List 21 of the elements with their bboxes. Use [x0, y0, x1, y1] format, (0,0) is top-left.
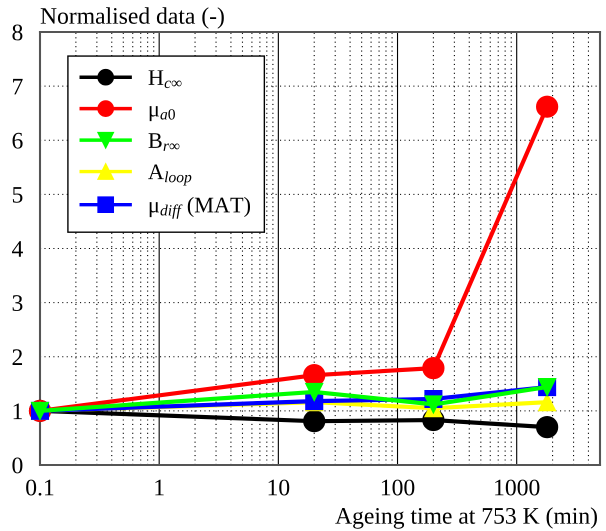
y-tick-label: 8	[12, 24, 22, 40]
y-axis-title: Normalised data (-)	[40, 7, 224, 29]
x-tick-label: 10	[268, 480, 290, 496]
y-tick-label: 6	[12, 132, 23, 149]
y-tick-label: 0	[12, 457, 22, 474]
legend-label: B$_{r∞}$	[148, 133, 180, 151]
x-tick-label: 1000	[495, 480, 540, 496]
y-tick-label: 2	[12, 349, 22, 365]
y-tick-label: 4	[12, 241, 23, 257]
y-tick-label: 5	[12, 187, 22, 203]
y-tick-label: 3	[12, 295, 22, 312]
y-tick-label: 7	[13, 78, 23, 94]
legend-label: A$_{loop}$	[148, 164, 192, 186]
y-tick-label: 1	[14, 403, 22, 420]
x-tick-label: 0.1	[26, 480, 54, 496]
x-axis-title: Ageing time at 753 K (min)	[335, 507, 597, 529]
x-tick-label: 100	[382, 480, 414, 496]
legend-label: μ$_{diff}$ (MAT)	[150, 196, 250, 219]
x-tick-label: 1	[155, 480, 164, 496]
legend-label: H$_{c∞}$	[148, 70, 182, 88]
legend-label: μ$_{a0}$	[150, 106, 175, 122]
